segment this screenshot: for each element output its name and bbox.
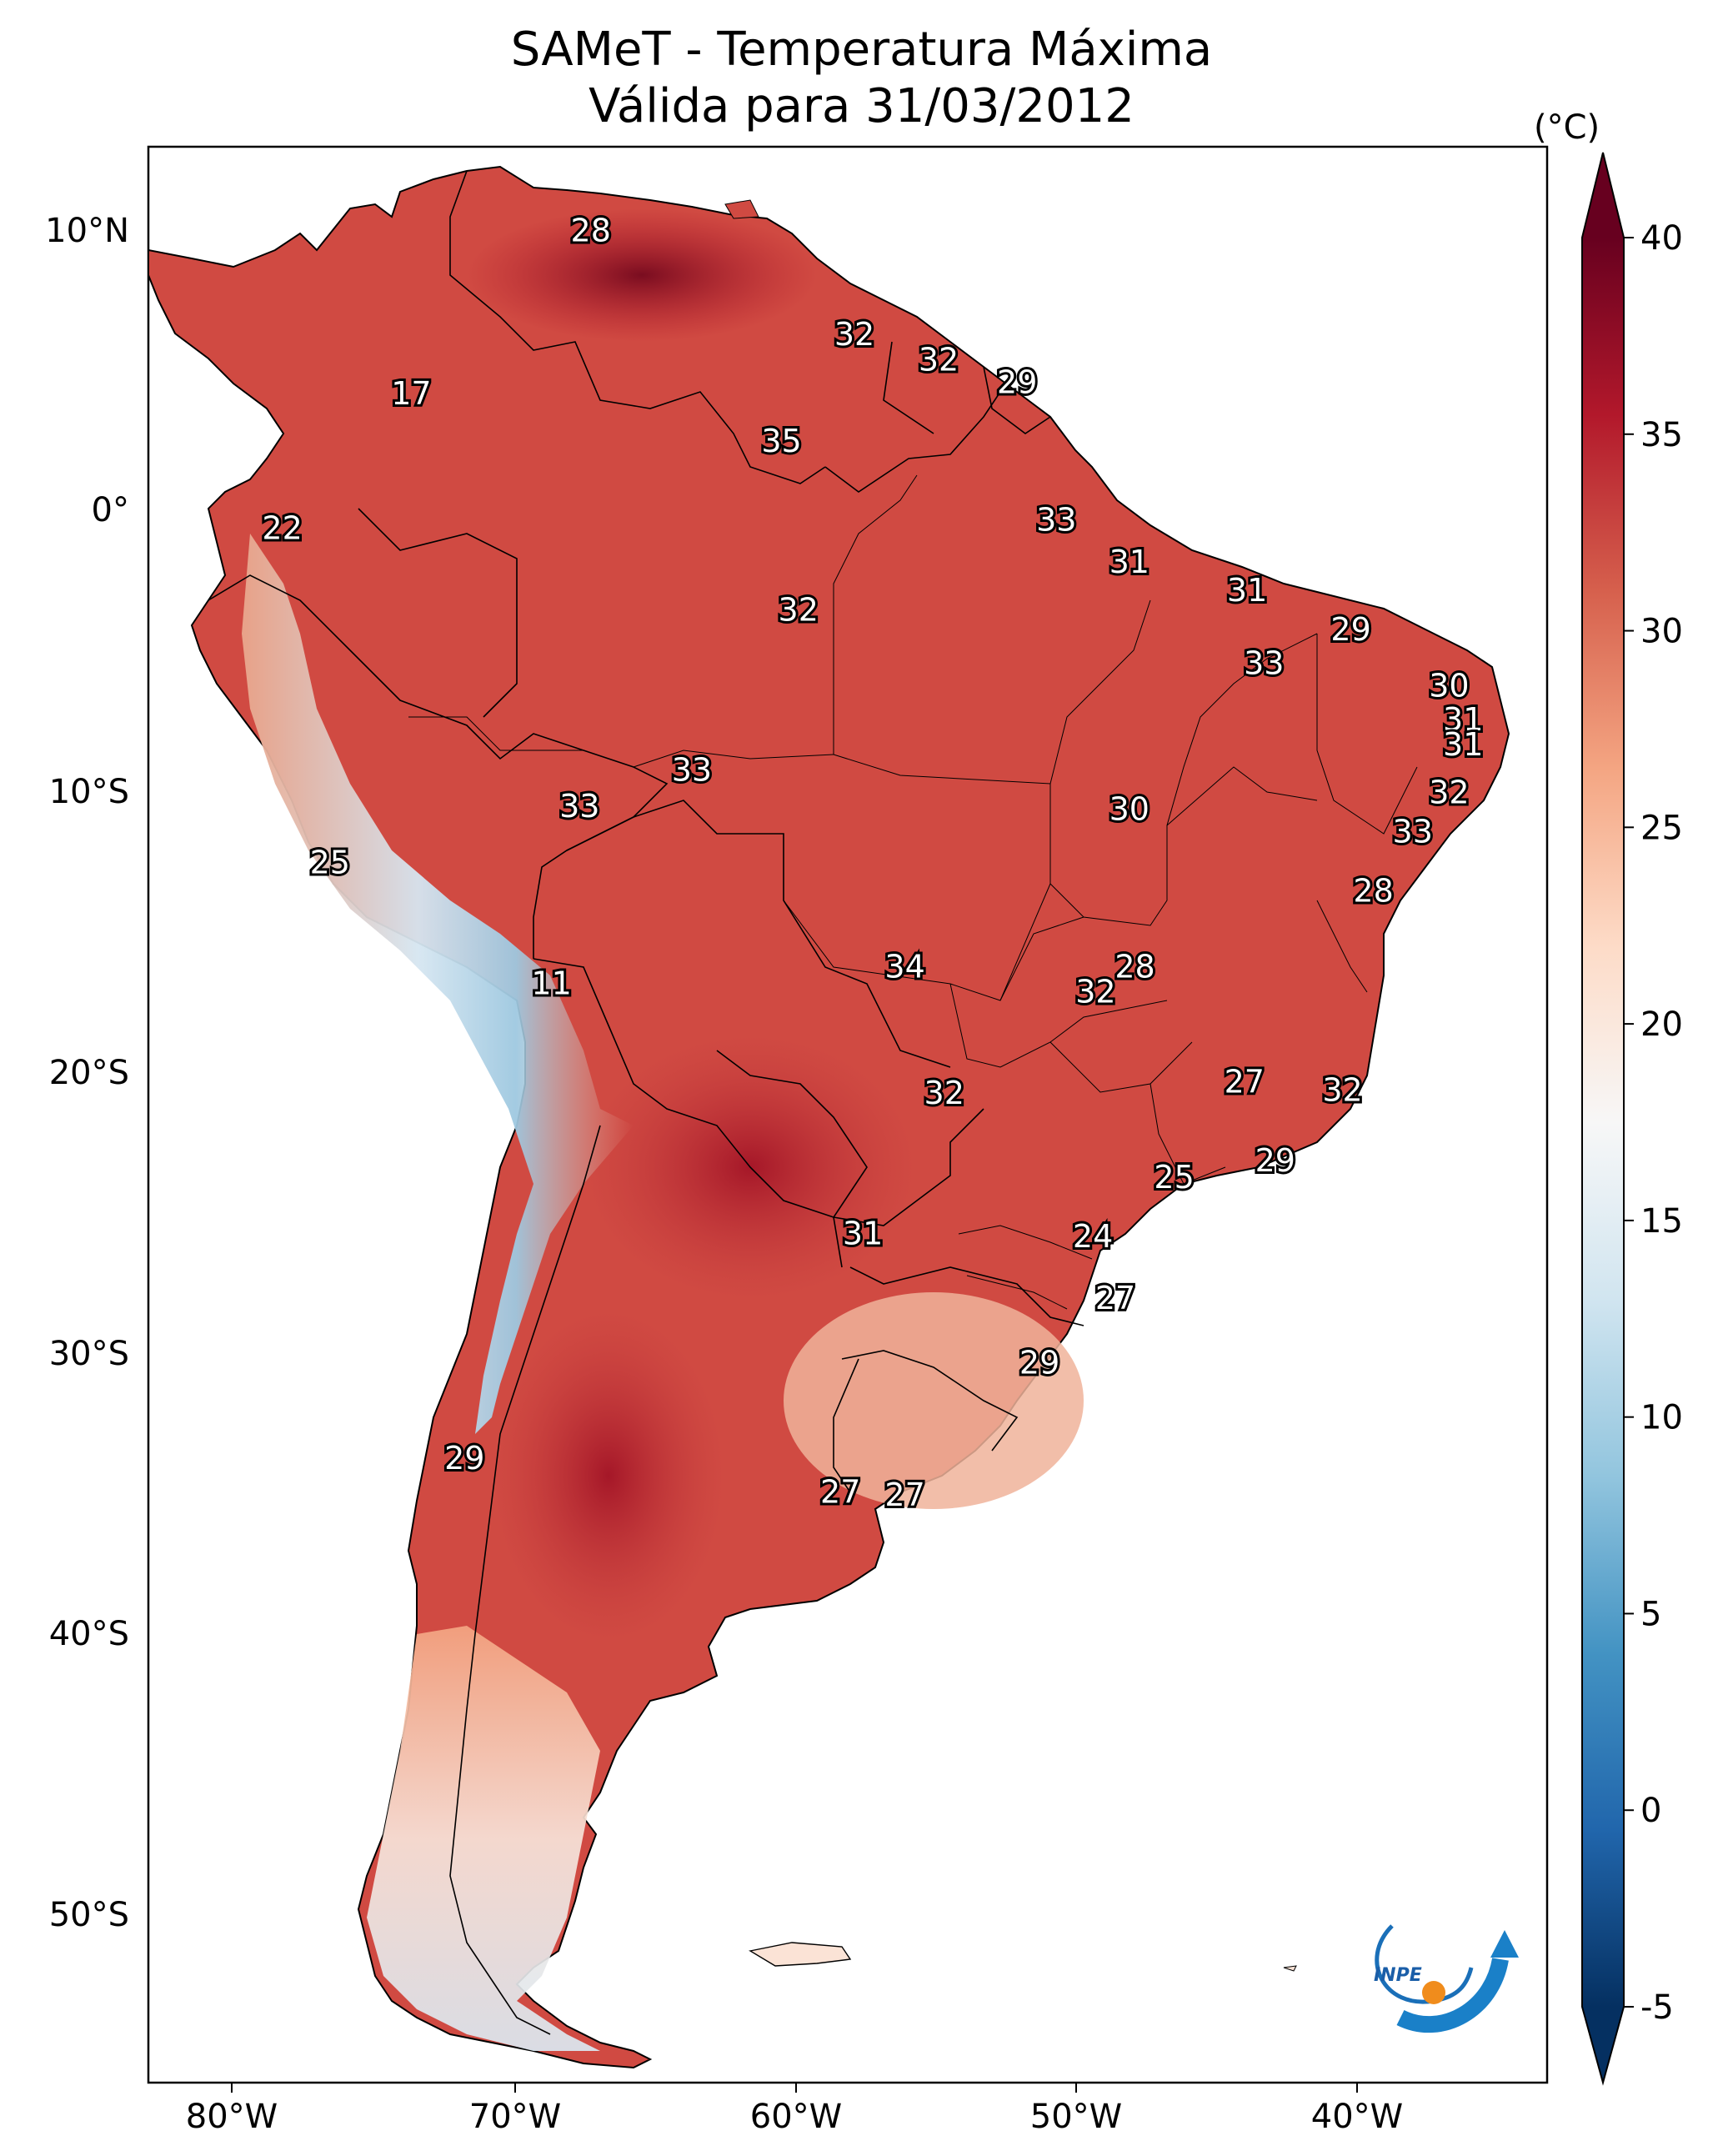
colorbar-max-arrow: [1582, 153, 1624, 238]
temperature-label: 25: [1154, 1159, 1194, 1196]
lat-tick-0: 0°: [92, 491, 129, 529]
andes-cool-band: [242, 534, 634, 1434]
temperature-label: 32: [924, 1075, 964, 1111]
lat-tick-30s: 30°S: [49, 1335, 129, 1373]
hot-zone-venezuela: [467, 208, 817, 342]
temperature-label: 33: [1393, 814, 1433, 850]
lat-tick-10n: 10°N: [45, 212, 129, 250]
temperature-label: 27: [820, 1474, 860, 1511]
lat-ticks: 10°N 0° 10°S 20°S 30°S 40°S 50°S: [45, 212, 129, 1934]
colorbar-ticks: 40 35 30 25 20 15 10 5 0 -5: [1624, 219, 1683, 2027]
colorbar-tick-label: 15: [1640, 1202, 1683, 1241]
colorbar-tick-label: 30: [1640, 613, 1683, 651]
temperature-label: 24: [1073, 1218, 1113, 1255]
colorbar-tick-label: -5: [1640, 1988, 1674, 2027]
temperature-label: 28: [1353, 872, 1393, 909]
map-title: SAMeT - Temperatura Máxima: [510, 23, 1213, 77]
hot-zone-pampas: [492, 1309, 725, 1642]
temperature-label: 29: [1330, 611, 1370, 648]
temperature-label: 32: [1429, 774, 1469, 810]
temperature-label: 27: [1095, 1280, 1135, 1316]
temperature-label: 32: [919, 341, 959, 378]
temperature-label: 33: [672, 751, 712, 788]
temperature-label: 28: [571, 212, 611, 248]
lon-tick-70w: 70°W: [469, 2098, 561, 2136]
temperature-label: 34: [884, 948, 924, 985]
inpe-logo: INPE: [1374, 1924, 1519, 2033]
temperature-label: 27: [1225, 1064, 1265, 1101]
lon-ticks: 80°W 70°W 60°W 50°W 40°W: [186, 2083, 1403, 2136]
temperature-label: 29: [1019, 1345, 1059, 1381]
temperature-label: 31: [1109, 544, 1150, 580]
falkland-islands: [749, 1942, 852, 1967]
lat-tick-20s: 20°S: [49, 1054, 129, 1092]
temperature-label: 22: [262, 510, 302, 547]
lat-tick-40s: 40°S: [49, 1615, 129, 1653]
colorbar: 40 35 30 25 20 15 10 5 0 -5: [1581, 152, 1683, 2086]
map-subtitle: Válida para 31/03/2012: [589, 79, 1134, 133]
colorbar-tick-label: 25: [1640, 809, 1683, 847]
temperature-label: 25: [310, 845, 350, 881]
temperature-label: 31: [843, 1216, 883, 1252]
temperature-label: 11: [531, 965, 571, 1002]
temperature-label: 29: [444, 1440, 484, 1477]
temperature-label: 32: [1075, 974, 1115, 1010]
colorbar-tick-label: 35: [1640, 416, 1683, 454]
temperature-label: 30: [1109, 791, 1150, 828]
temperature-label: 31: [1443, 701, 1483, 738]
temperature-label: 30: [1429, 667, 1469, 704]
inpe-logo-text: INPE: [1374, 1965, 1422, 1986]
temperature-label: 27: [884, 1477, 924, 1513]
temperature-label: 33: [1244, 644, 1284, 681]
colorbar-tick-label: 0: [1640, 1792, 1661, 1830]
colorbar-unit: (°C): [1534, 108, 1600, 147]
south-georgia-island: [1283, 1965, 1297, 1972]
temperature-label: 32: [779, 591, 819, 628]
colorbar-tick-label: 20: [1640, 1005, 1683, 1044]
lon-tick-50w: 50°W: [1030, 2098, 1122, 2136]
temperature-label: 29: [997, 364, 1037, 400]
colorbar-tick-label: 10: [1640, 1399, 1683, 1437]
trinidad-island: [724, 199, 759, 219]
colorbar-body: [1582, 238, 1624, 2007]
mild-zone-south-brazil: [784, 1292, 1084, 1509]
lon-tick-80w: 80°W: [186, 2098, 278, 2136]
patagonia-cool-zone: [367, 1626, 600, 2051]
temperature-label: 31: [1227, 572, 1267, 609]
lat-tick-50s: 50°S: [49, 1896, 129, 1934]
temperature-label: 28: [1114, 948, 1155, 985]
temperature-label: 35: [761, 423, 801, 459]
lat-tick-10s: 10°S: [49, 773, 129, 811]
state-borders: [408, 474, 1418, 1310]
temperature-label: 17: [391, 375, 431, 412]
temperature-label: 29: [1255, 1142, 1295, 1179]
temperature-label: 32: [1322, 1072, 1362, 1109]
temperature-label: 32: [834, 316, 874, 353]
continent-layer: [148, 165, 1510, 2069]
colorbar-tick-label: 40: [1640, 219, 1683, 258]
temperature-label: 31: [1443, 726, 1483, 763]
lon-tick-40w: 40°W: [1311, 2098, 1403, 2136]
temperature-label: 33: [559, 788, 599, 825]
lon-tick-60w: 60°W: [750, 2098, 842, 2136]
colorbar-min-arrow: [1582, 2007, 1624, 2083]
colorbar-tick-label: 5: [1640, 1595, 1661, 1633]
temperature-label: 33: [1036, 502, 1076, 539]
